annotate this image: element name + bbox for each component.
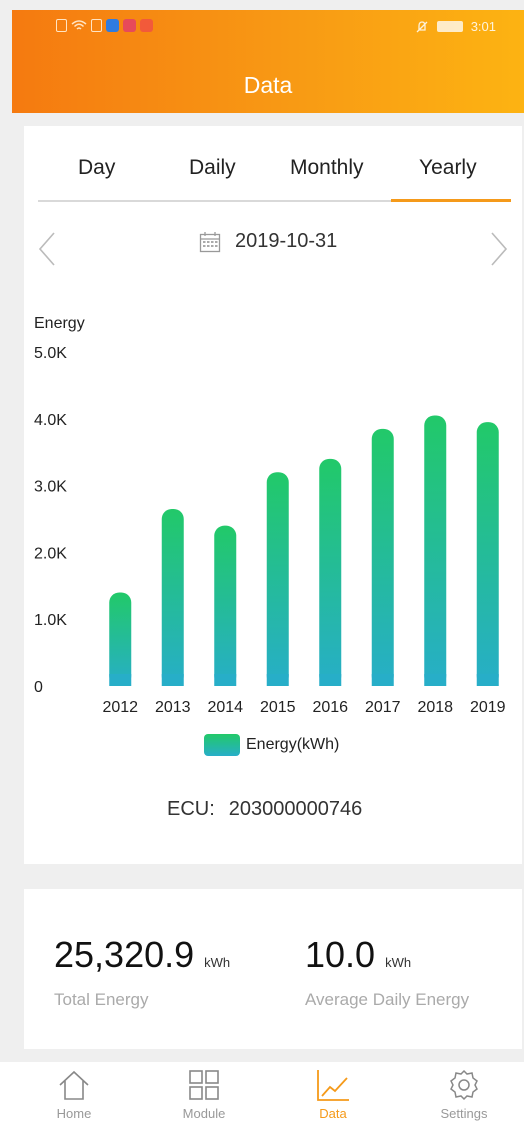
average-daily-unit: kWh [385, 955, 412, 970]
tab-day[interactable]: Day [78, 156, 116, 179]
sim2-icon [91, 19, 102, 32]
x-tick-label: 2015 [260, 699, 296, 716]
date-picker[interactable]: 2019-10-31 [199, 230, 337, 253]
x-tick-label: 2018 [417, 699, 453, 716]
ecu-info: ECU: 203000000746 [167, 798, 362, 821]
chevron-right-icon[interactable] [482, 229, 512, 269]
wifi-icon [71, 20, 87, 30]
calendar-icon [199, 231, 221, 252]
nav-home-label: Home [56, 1106, 92, 1121]
legend-label: Energy(kWh) [246, 736, 340, 753]
battery-icon [436, 21, 463, 32]
tab-monthly[interactable]: Monthly [290, 156, 364, 179]
bottom-nav: Home Module Data Settings [0, 1062, 524, 1131]
total-energy-value: 25,320.9 [54, 934, 195, 975]
y-tick-label: 5.0K [34, 345, 67, 362]
home-icon [59, 1070, 89, 1100]
nav-data-label: Data [319, 1106, 347, 1121]
nav-settings-label: Settings [440, 1106, 488, 1121]
period-tabs: Day Daily Monthly Yearly [38, 156, 510, 204]
bar-base-2015 [266, 674, 289, 686]
total-energy-label: Total Energy [54, 990, 149, 1009]
nav-settings[interactable]: Settings [419, 1068, 509, 1121]
sim-icon [56, 19, 67, 32]
chevron-left-icon[interactable] [34, 229, 64, 269]
status-right: 3:01 [415, 19, 496, 34]
average-daily-stat: 10.0 kWh Average Daily Energy [305, 934, 469, 1010]
bar-base-2012 [109, 674, 132, 686]
bar-2015[interactable] [266, 472, 289, 686]
y-tick-label: 4.0K [34, 412, 67, 429]
bar-2016[interactable] [319, 458, 342, 686]
x-tick-label: 2013 [155, 699, 191, 716]
nav-data[interactable]: Data [288, 1068, 378, 1121]
bar-base-2017 [371, 674, 394, 686]
tab-yearly[interactable]: Yearly [419, 156, 477, 179]
x-tick-label: 2019 [470, 699, 506, 716]
active-tab-indicator [391, 199, 511, 202]
app2-icon [123, 19, 136, 32]
chart-legend: Energy(kWh) [204, 734, 339, 756]
average-daily-label: Average Daily Energy [305, 990, 470, 1009]
nav-module-label: Module [182, 1106, 226, 1121]
yearly-energy-chart: Energy 0 1.0K 2.0K 3.0K 4.0K 5.0K 2012 2013 2014 2… [34, 315, 506, 716]
bar-2014[interactable] [214, 525, 237, 686]
selected-date: 2019-10-31 [235, 230, 338, 252]
total-energy-stat: 25,320.9 kWh Total Energy [54, 934, 230, 1010]
app-icon [106, 19, 119, 32]
status-time: 3:01 [470, 19, 496, 34]
bar-base-2018 [424, 674, 447, 686]
bar-base-2014 [214, 674, 237, 686]
bar-base-2013 [161, 674, 184, 686]
average-daily-value: 10.0 [305, 934, 376, 975]
tabs-divider [38, 200, 510, 202]
nav-module[interactable]: Module [159, 1068, 249, 1121]
y-tick-label: 3.0K [34, 479, 67, 496]
ecu-label: ECU: [167, 798, 215, 820]
y-tick-label: 2.0K [34, 545, 67, 562]
y-tick-label: 0 [34, 679, 43, 696]
y-tick-label: 1.0K [34, 612, 67, 629]
play-icon [140, 19, 153, 32]
module-grid-icon [189, 1070, 219, 1100]
status-bar: 3:01 [12, 10, 524, 44]
x-tick-label: 2017 [365, 699, 401, 716]
x-tick-label: 2012 [102, 699, 138, 716]
app-header: 3:01 Data [12, 10, 524, 113]
total-energy-unit: kWh [204, 955, 231, 970]
status-icons [56, 19, 153, 32]
bar-2013[interactable] [161, 508, 184, 686]
tab-daily[interactable]: Daily [189, 156, 236, 179]
bar-base-2016 [319, 674, 342, 686]
bar-2018[interactable] [424, 415, 447, 686]
bar-2019[interactable] [476, 422, 499, 686]
chart-card: Day Daily Monthly Yearly 2019-10-31 Ener… [24, 126, 522, 864]
gear-icon [450, 1069, 478, 1101]
bar-2017[interactable] [371, 428, 394, 686]
page-title: Data [243, 72, 293, 98]
ecu-id: 203000000746 [228, 798, 363, 820]
mute-icon [416, 20, 428, 32]
bar-base-2019 [476, 674, 499, 686]
bar-2012[interactable] [109, 592, 132, 686]
x-tick-label: 2016 [312, 699, 348, 716]
x-tick-label: 2014 [207, 699, 243, 716]
totals-card: 25,320.9 kWh Total Energy 10.0 kWh Average… [24, 889, 522, 1049]
nav-home[interactable]: Home [29, 1068, 119, 1121]
legend-swatch [204, 734, 240, 756]
y-axis-label: Energy [34, 315, 85, 332]
chart-icon [317, 1070, 349, 1101]
